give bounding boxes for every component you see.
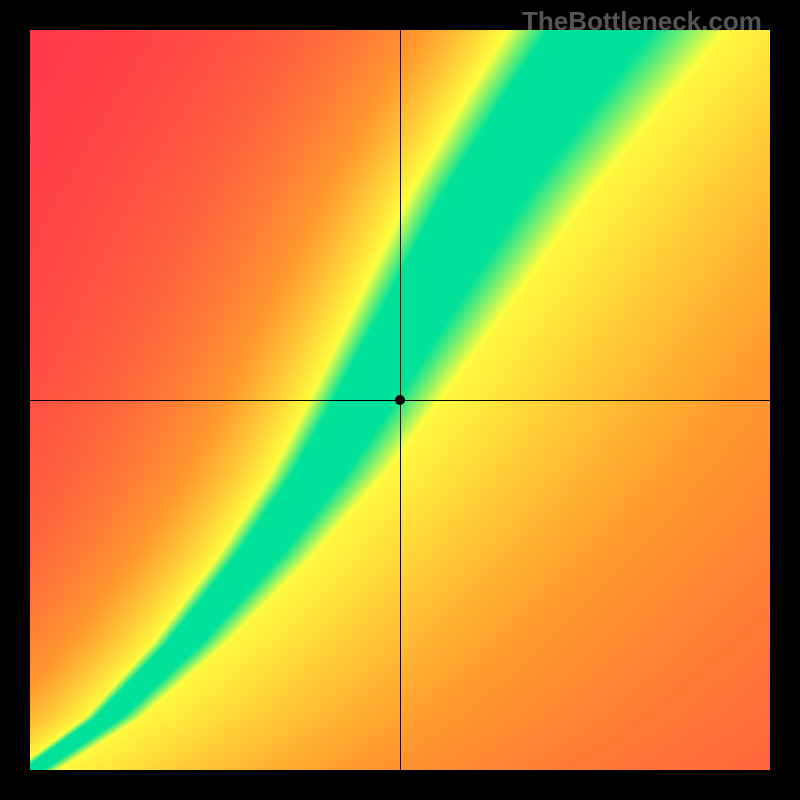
watermark-text: TheBottleneck.com — [522, 6, 762, 37]
center-marker — [395, 395, 405, 405]
chart-container: TheBottleneck.com — [0, 0, 800, 800]
heatmap-plot — [30, 30, 770, 770]
